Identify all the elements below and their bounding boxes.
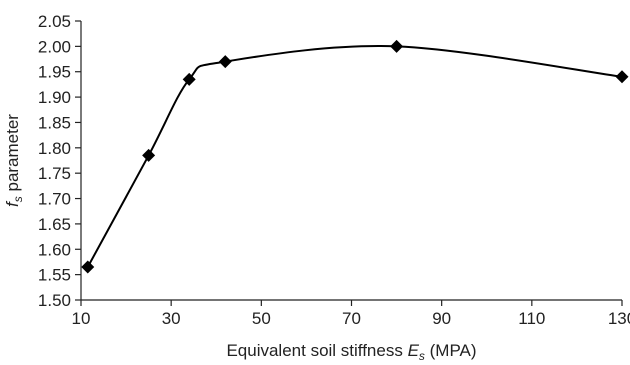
data-point-marker [81,260,95,274]
x-tick-label: 130 [608,309,630,328]
y-axis-title-subscript: s [11,196,25,202]
y-axis-title-symbol: f [3,200,22,207]
series-line [86,45,623,268]
x-axis-title-unit: (MPA) [425,341,477,360]
x-tick-label: 90 [432,309,451,328]
y-tick-label: 1.55 [38,266,71,285]
y-tick-label: 2.00 [38,37,71,56]
x-axis-ticks: 10 30 50 70 90 110 130 [72,300,630,328]
y-axis-title-main: parameter [3,114,22,197]
data-point-marker [615,70,629,84]
data-point-marker [182,72,196,86]
data-point-marker [390,39,404,53]
y-axis-ticks: 1.50 1.55 1.60 1.65 1.70 1.75 1.80 1.85 1.90 1.95… [38,12,81,310]
x-tick-label: 110 [518,309,545,328]
x-axis-title: Equivalent soil stiffness Es (MPA) [226,341,476,363]
y-tick-label: 1.60 [38,240,71,259]
y-tick-label: 1.85 [38,113,71,132]
data-point-marker [218,55,232,69]
y-tick-label: 1.90 [38,88,71,107]
x-axis-title-main: Equivalent soil stiffness [226,341,407,360]
y-axis-title: fs parameter [3,114,25,207]
data-point-marker [142,148,156,162]
y-tick-label: 1.50 [38,291,71,310]
y-tick-label: 2.05 [38,12,71,31]
x-tick-label: 50 [252,309,271,328]
x-tick-label: 10 [72,309,91,328]
x-axis-title-symbol: E [408,341,420,360]
y-tick-label: 1.95 [38,63,71,82]
y-tick-label: 1.65 [38,215,71,234]
y-tick-label: 1.75 [38,164,71,183]
x-tick-label: 70 [342,309,361,328]
x-tick-label: 30 [162,309,181,328]
y-tick-label: 1.70 [38,190,71,209]
data-points [81,39,629,274]
y-tick-label: 1.80 [38,139,71,158]
x-axis-title-subscript: s [419,349,425,363]
